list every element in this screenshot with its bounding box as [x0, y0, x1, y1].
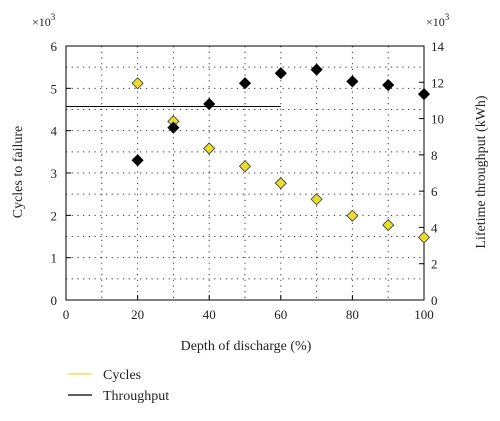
y-right-tick-label: 6: [431, 184, 438, 199]
point-cycles: [131, 77, 144, 90]
point-throughput: [238, 77, 252, 90]
point-cycles: [346, 209, 359, 222]
point-cycles: [203, 142, 216, 155]
point-throughput: [346, 75, 359, 88]
left-axis-multiplier: ×103: [32, 12, 56, 29]
y-right-tick-label: 14: [431, 39, 445, 54]
point-cycles: [417, 231, 431, 244]
legend-label-cycles: Cycles: [103, 368, 141, 383]
y-axis-right-label: Lifetime throughput (kWh): [474, 95, 489, 249]
point-throughput: [310, 63, 323, 76]
y-left-tick-label: 0: [51, 293, 58, 308]
y-axis-left-label: Cycles to failure: [11, 126, 26, 219]
y-right-tick-label: 4: [431, 220, 438, 235]
point-throughput: [203, 97, 216, 111]
x-tick-label: 40: [203, 307, 216, 322]
point-cycles: [238, 160, 252, 173]
point-cycles: [274, 177, 287, 190]
point-throughput: [274, 67, 287, 80]
x-tick-label: 80: [346, 307, 359, 322]
y-right-tick-label: 8: [431, 148, 438, 163]
y-right-tick-label: 0: [431, 293, 438, 308]
y-left-tick-label: 4: [51, 124, 58, 139]
point-throughput: [131, 154, 144, 167]
grid-lines: [66, 46, 424, 300]
data-marks: [131, 63, 431, 244]
point-throughput: [167, 121, 180, 134]
point-throughput: [382, 78, 395, 92]
legend-label-throughput: Throughput: [103, 389, 169, 404]
point-cycles: [382, 219, 395, 232]
point-throughput: [417, 88, 431, 101]
x-tick-label: 60: [274, 307, 287, 322]
x-tick-label: 20: [131, 307, 144, 322]
y-left-tick-label: 6: [51, 39, 58, 54]
y-right-tick-label: 12: [431, 75, 444, 90]
right-axis-multiplier: ×103: [426, 12, 450, 29]
x-tick-label: 0: [63, 307, 70, 322]
point-cycles: [310, 193, 323, 206]
y-left-tick-label: 5: [51, 81, 58, 96]
legend: Cycles Throughput: [68, 368, 169, 404]
y-left-tick-label: 2: [51, 208, 58, 223]
y-right-tick-label: 10: [431, 112, 444, 127]
x-axis-label: Depth of discharge (%): [181, 339, 312, 354]
x-tick-label: 100: [414, 307, 434, 322]
y-left-tick-label: 1: [51, 251, 58, 266]
y-right-tick-label: 2: [431, 257, 438, 272]
y-left-tick-label: 3: [51, 166, 58, 181]
